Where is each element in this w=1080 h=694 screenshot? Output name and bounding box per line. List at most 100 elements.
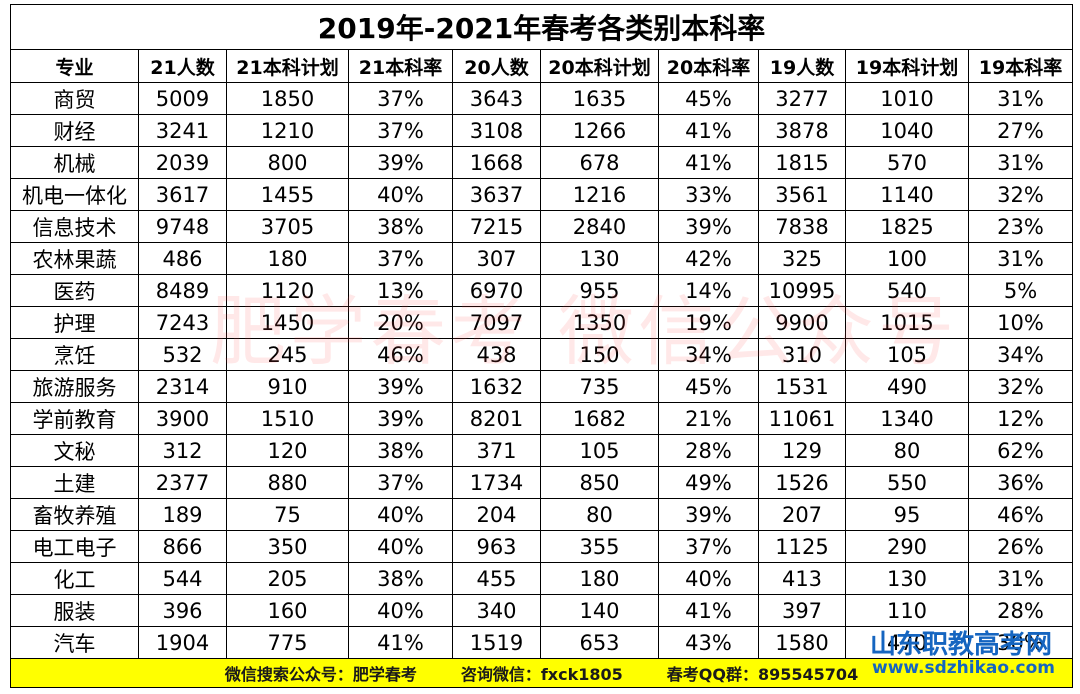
table-cell: 27%	[967, 114, 1074, 147]
table-cell: 325	[758, 242, 846, 275]
table-cell: 土建	[10, 466, 139, 499]
table-cell: 39%	[348, 370, 453, 403]
table-cell: 189	[138, 498, 227, 531]
table-cell: 34%	[967, 338, 1074, 371]
table-cell: 3878	[758, 114, 846, 147]
table-cell: 11061	[758, 402, 846, 435]
table-cell: 5%	[967, 274, 1074, 307]
table-cell: 1450	[226, 306, 349, 339]
table-cell: 汽车	[10, 626, 139, 659]
header-row: 专业 21人数 21本科计划 21本科率 20人数 20本科计划 20本科率 19人数 19本科…	[10, 49, 1074, 83]
table-cell: 46%	[348, 338, 453, 371]
table-cell: 41%	[658, 114, 759, 147]
table-cell: 8489	[138, 274, 227, 307]
table-row: 农林果蔬 486 180 37% 307 130 42% 325 100 31%	[10, 242, 1074, 275]
table-cell: 39%	[658, 498, 759, 531]
table-cell: 160	[226, 594, 349, 627]
table-cell: 3637	[452, 178, 541, 211]
table-row: 护理 7243 1450 20% 7097 1350 19% 9900 1015 10%	[10, 306, 1074, 339]
table-cell: 1266	[540, 114, 659, 147]
table-cell: 38%	[348, 562, 453, 595]
table-cell: 413	[758, 562, 846, 595]
table-cell: 1734	[452, 466, 541, 499]
table-cell: 110	[845, 594, 969, 627]
table-cell: 880	[226, 466, 349, 499]
table-cell: 850	[540, 466, 659, 499]
table-row: 机械 2039 800 39% 1668 678 41% 1815 570 31%	[10, 146, 1074, 179]
header-cell: 21人数	[138, 49, 227, 83]
table-cell: 1216	[540, 178, 659, 211]
table-cell: 45%	[658, 370, 759, 403]
footer-text: 春考QQ群：895545704	[666, 665, 859, 684]
table-cell: 37%	[348, 242, 453, 275]
table-cell: 350	[226, 530, 349, 563]
table-cell: 旅游服务	[10, 370, 139, 403]
table-cell: 130	[540, 242, 659, 275]
table-cell: 23%	[967, 210, 1074, 243]
table-cell: 180	[226, 242, 349, 275]
table-cell: 75	[226, 498, 349, 531]
table-cell: 1210	[226, 114, 349, 147]
table-cell: 3241	[138, 114, 227, 147]
table-cell: 26%	[967, 530, 1074, 563]
table-row: 化工 544 205 38% 455 180 40% 413 130 31%	[10, 562, 1074, 595]
table-cell: 文秘	[10, 434, 139, 467]
table-cell: 14%	[658, 274, 759, 307]
table-cell: 机电一体化	[10, 178, 139, 211]
table-cell: 45%	[658, 82, 759, 115]
table-cell: 31%	[967, 562, 1074, 595]
table-cell: 32%	[967, 370, 1074, 403]
table-cell: 540	[845, 274, 969, 307]
table-cell: 245	[226, 338, 349, 371]
table-cell: 1580	[758, 626, 846, 659]
table-row: 学前教育 3900 1510 39% 8201 1682 21% 11061 1340 12%	[10, 402, 1074, 435]
table-cell: 204	[452, 498, 541, 531]
table-cell: 商贸	[10, 82, 139, 115]
table-cell: 10995	[758, 274, 846, 307]
table-row: 畜牧养殖 189 75 40% 204 80 39% 207 95 46%	[10, 498, 1074, 531]
table-cell: 1510	[226, 402, 349, 435]
table-row: 旅游服务 2314 910 39% 1632 735 45% 1531 490 32%	[10, 370, 1074, 403]
table-cell: 医药	[10, 274, 139, 307]
table-cell: 服装	[10, 594, 139, 627]
table-cell: 10%	[967, 306, 1074, 339]
table-cell: 7215	[452, 210, 541, 243]
table-cell: 20%	[348, 306, 453, 339]
table-cell: 畜牧养殖	[10, 498, 139, 531]
table-cell: 290	[845, 530, 969, 563]
header-cell: 20本科计划	[540, 49, 659, 83]
table-cell: 39%	[348, 146, 453, 179]
table-cell: 38%	[348, 210, 453, 243]
table-cell: 机械	[10, 146, 139, 179]
header-cell: 20本科率	[658, 49, 759, 83]
table-cell: 30%	[967, 626, 1074, 659]
table-cell: 财经	[10, 114, 139, 147]
table-cell: 40%	[348, 178, 453, 211]
table-cell: 9748	[138, 210, 227, 243]
table-cell: 397	[758, 594, 846, 627]
table-cell: 31%	[967, 146, 1074, 179]
table-cell: 963	[452, 530, 541, 563]
table-cell: 1850	[226, 82, 349, 115]
footer-text: 咨询微信：fxck1805	[460, 665, 623, 684]
table-cell: 31%	[967, 242, 1074, 275]
table-cell: 33%	[658, 178, 759, 211]
table-cell: 36%	[967, 466, 1074, 499]
table-row: 商贸 5009 1850 37% 3643 1635 45% 3277 1010 31%	[10, 82, 1074, 115]
table-cell: 31%	[967, 82, 1074, 115]
table-cell: 信息技术	[10, 210, 139, 243]
table-cell: 150	[540, 338, 659, 371]
table-row: 电工电子 866 350 40% 963 355 37% 1125 290 26%	[10, 530, 1074, 563]
table-cell: 80	[540, 498, 659, 531]
header-cell: 21本科率	[348, 49, 453, 83]
table-cell: 653	[540, 626, 659, 659]
header-cell: 19本科计划	[845, 49, 969, 83]
table-cell: 3900	[138, 402, 227, 435]
table-cell: 37%	[348, 82, 453, 115]
table-cell: 1125	[758, 530, 846, 563]
table-cell: 570	[845, 146, 969, 179]
table-cell: 455	[452, 562, 541, 595]
table-cell: 28%	[967, 594, 1074, 627]
table-cell: 1668	[452, 146, 541, 179]
